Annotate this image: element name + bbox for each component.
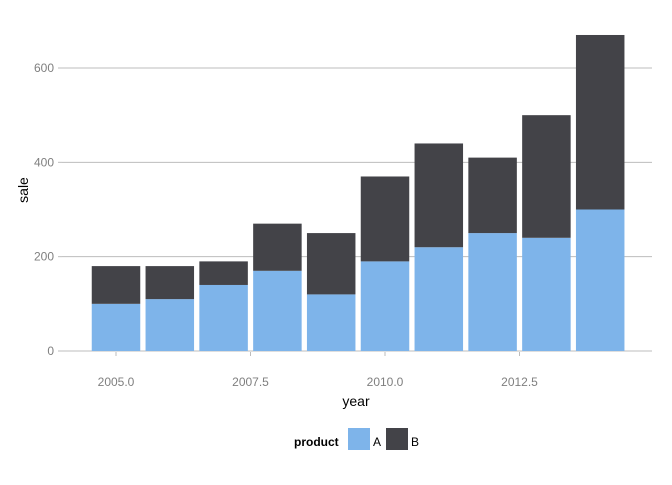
bar-a-2013 xyxy=(522,237,571,351)
legend-label-a: A xyxy=(373,435,381,449)
bar-a-2014 xyxy=(575,209,625,351)
legend-swatch-b xyxy=(386,428,408,450)
bar-b-2012 xyxy=(468,157,517,234)
x-tick-label: 2005.0 xyxy=(98,375,135,389)
bar-b-2006 xyxy=(145,266,195,300)
bar-a-2008 xyxy=(253,270,302,351)
x-tick-label: 2012.5 xyxy=(501,375,538,389)
bar-b-2007 xyxy=(199,261,248,285)
bar-b-2008 xyxy=(253,223,302,271)
bar-b-2011 xyxy=(414,143,464,248)
bar-b-2013 xyxy=(522,115,571,238)
bars xyxy=(91,34,625,351)
bar-a-2012 xyxy=(468,233,517,351)
bar-a-2007 xyxy=(199,284,248,351)
bar-b-2014 xyxy=(575,34,625,210)
bar-b-2010 xyxy=(360,176,410,262)
bar-a-2011 xyxy=(414,247,464,351)
y-tick-label: 400 xyxy=(34,155,54,169)
bar-a-2010 xyxy=(360,261,410,351)
legend-title: product xyxy=(294,435,339,449)
y-axis-label: sale xyxy=(15,177,31,203)
y-tick-label: 600 xyxy=(34,61,54,75)
x-tick-label: 2010.0 xyxy=(367,375,404,389)
legend-label-b: B xyxy=(411,435,419,449)
axes: 0 200 400 600 2005.0 2007.5 2010.0 2012.5 xyxy=(34,61,538,389)
legend-swatch-a xyxy=(348,428,370,450)
x-tick-label: 2007.5 xyxy=(232,375,269,389)
bar-b-2005 xyxy=(91,266,141,304)
y-tick-label: 200 xyxy=(34,250,54,264)
bar-a-2006 xyxy=(145,299,195,351)
x-axis-label: year xyxy=(342,393,370,409)
bar-b-2009 xyxy=(306,233,356,295)
bar-a-2009 xyxy=(306,294,356,351)
bar-a-2005 xyxy=(91,303,141,351)
legend: product A B xyxy=(294,428,419,450)
y-tick-label: 0 xyxy=(47,344,54,358)
